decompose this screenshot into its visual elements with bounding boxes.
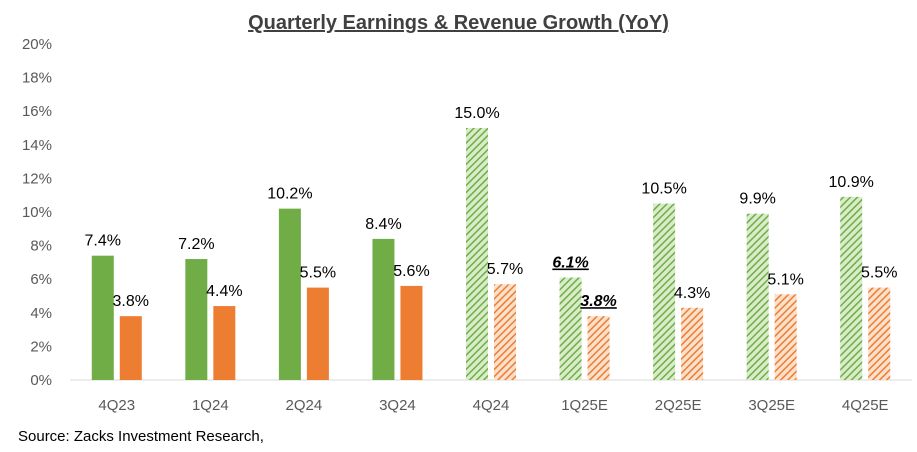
x-tick-label: 1Q24 bbox=[192, 397, 229, 414]
revenue-bar bbox=[494, 284, 516, 380]
x-tick-label: 1Q25E bbox=[561, 397, 608, 414]
bars bbox=[91, 128, 891, 380]
earnings-data-label: 7.4% bbox=[85, 233, 121, 250]
earnings-data-label: 15.0% bbox=[454, 105, 499, 122]
y-tick-label: 16% bbox=[22, 103, 52, 120]
x-tick-label: 2Q24 bbox=[286, 397, 323, 414]
y-tick-label: 20% bbox=[22, 36, 52, 53]
earnings-data-label: 8.4% bbox=[365, 216, 401, 233]
earnings-data-label: 7.2% bbox=[178, 236, 214, 253]
y-tick-label: 2% bbox=[30, 338, 52, 355]
x-tick-label: 4Q24 bbox=[473, 397, 510, 414]
x-tick-label: 4Q25E bbox=[842, 397, 889, 414]
revenue-data-label: 5.5% bbox=[861, 265, 897, 282]
revenue-data-label: 5.1% bbox=[767, 271, 803, 288]
x-tick-label: 4Q23 bbox=[98, 397, 135, 414]
source-note: Source: Zacks Investment Research, bbox=[18, 428, 264, 445]
x-tick-label: 3Q24 bbox=[379, 397, 416, 414]
y-tick-label: 18% bbox=[22, 70, 52, 87]
earnings-bar bbox=[278, 208, 301, 380]
earnings-bar bbox=[91, 255, 114, 380]
revenue-data-label: 3.8% bbox=[580, 293, 616, 310]
revenue-data-label: 5.6% bbox=[393, 263, 429, 280]
earnings-bar bbox=[746, 213, 769, 380]
earnings-data-label: 10.2% bbox=[267, 186, 312, 203]
revenue-bar bbox=[587, 316, 610, 380]
earnings-bar bbox=[372, 238, 395, 380]
y-axis: 0% 2% 4% 6% 8% 10% 12% 14% 16% 18% 20% bbox=[22, 36, 52, 389]
x-tick-label: 2Q25E bbox=[655, 397, 702, 414]
chart-title: Quarterly Earnings & Revenue Growth (YoY… bbox=[248, 12, 669, 34]
x-axis: 4Q23 1Q24 2Q24 3Q24 4Q24 1Q25E 2Q25E 3Q25E 4Q25E bbox=[70, 379, 912, 414]
revenue-bar bbox=[400, 285, 423, 380]
earnings-bar bbox=[559, 277, 582, 380]
y-tick-label: 6% bbox=[30, 271, 52, 288]
revenue-bar bbox=[306, 287, 329, 380]
revenue-data-label: 4.4% bbox=[206, 283, 242, 300]
y-tick-label: 0% bbox=[30, 372, 52, 389]
revenue-bar bbox=[213, 306, 236, 380]
data-labels: 7.4% 7.2% 10.2% 8.4% 15.0% 6.1% 10.5% 9.9% 10.9%… bbox=[85, 105, 898, 310]
earnings-bar bbox=[840, 196, 863, 380]
revenue-bar bbox=[774, 294, 797, 380]
revenue-bar bbox=[681, 307, 704, 380]
y-tick-label: 12% bbox=[22, 170, 52, 187]
earnings-bar bbox=[653, 203, 676, 380]
revenue-data-label: 5.5% bbox=[300, 265, 336, 282]
revenue-bar bbox=[119, 316, 142, 380]
y-tick-label: 14% bbox=[22, 137, 52, 154]
x-tick-label: 3Q25E bbox=[748, 397, 795, 414]
earnings-bar bbox=[185, 259, 208, 380]
earnings-data-label: 10.5% bbox=[641, 181, 686, 198]
earnings-data-label: 10.9% bbox=[829, 174, 874, 191]
earnings-bar bbox=[466, 128, 488, 380]
earnings-data-label: 9.9% bbox=[739, 191, 775, 208]
earnings-data-label: 6.1% bbox=[552, 255, 588, 272]
y-tick-label: 8% bbox=[30, 238, 52, 255]
y-tick-label: 4% bbox=[30, 305, 52, 322]
revenue-data-label: 3.8% bbox=[113, 293, 149, 310]
y-tick-label: 10% bbox=[22, 204, 52, 221]
revenue-data-label: 5.7% bbox=[487, 261, 523, 278]
revenue-bar bbox=[868, 287, 891, 380]
revenue-data-label: 4.3% bbox=[674, 285, 710, 302]
